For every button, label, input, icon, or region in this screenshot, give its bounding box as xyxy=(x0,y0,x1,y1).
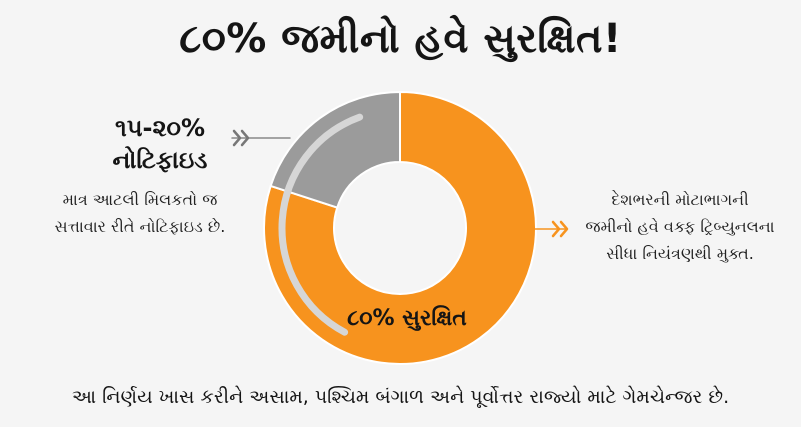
footer-note: આ નિર્ણય ખાસ કરીને અસામ, પશ્ચિમ બંગાળ અન… xyxy=(71,386,730,408)
protected-desc-line-2: જમીનો હવે વક્ફ ટ્રિબ્યુનલના xyxy=(585,217,775,236)
right-arrow-icon xyxy=(509,220,569,238)
slice-protected xyxy=(263,90,537,365)
protected-slice-label: ૮૦% સુરક્ષિત xyxy=(347,305,467,331)
page-title: ૮૦% જમીનો હવે સુરક્ષિત! xyxy=(179,16,622,62)
slice-notified xyxy=(269,90,401,209)
notified-heading: ૧૫-૨૦% નોટિફાઇડ xyxy=(60,112,260,176)
notified-desc-line-1: માત્ર આટલી મિલકતો જ xyxy=(62,190,218,209)
highlight-arc xyxy=(278,113,364,336)
protected-desc-line-3: સીધા નિયંત્રણથી મુક્ત. xyxy=(606,244,754,263)
notified-desc-line-2: સત્તાવાર રીતે નોટિફાઇડ છે. xyxy=(54,217,226,236)
notified-label: નોટિફાઇડ xyxy=(112,146,208,174)
notified-percent: ૧૫-૨૦% xyxy=(114,114,206,142)
notified-description: માત્ર આટલી મિલકતો જ સત્તાવાર રીતે નોટિફા… xyxy=(20,186,260,240)
protected-desc-line-1: દેશભરની મોટાભાગની xyxy=(611,190,749,209)
left-arrow-icon xyxy=(231,129,291,147)
protected-description: દેશભરની મોટાભાગની જમીનો હવે વક્ફ ટ્રિબ્ય… xyxy=(560,186,800,267)
